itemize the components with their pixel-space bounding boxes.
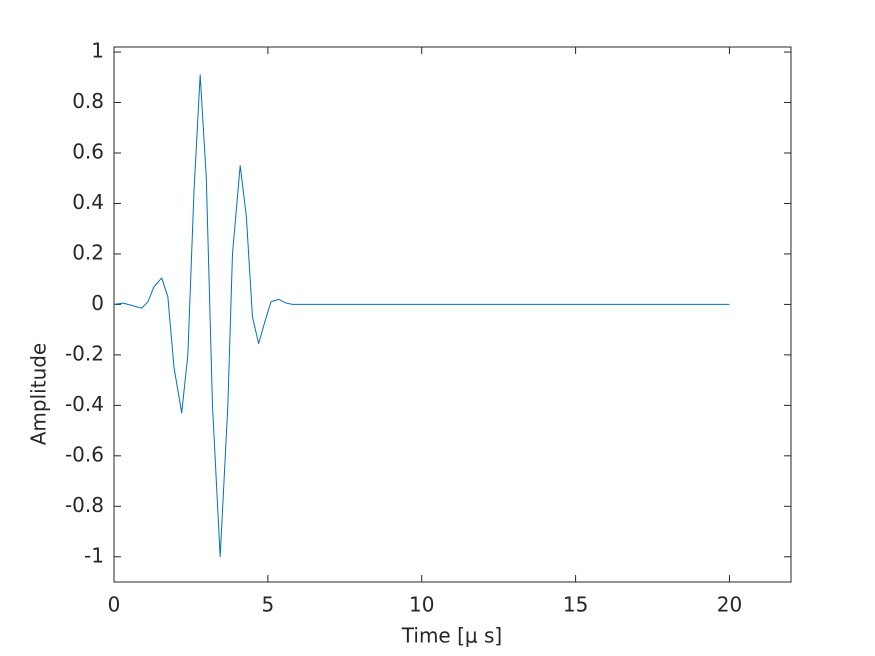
x-tick-label: 10 (409, 593, 434, 617)
x-axis-label: Time [μ s] (401, 624, 502, 648)
y-tick-label: -0.2 (65, 341, 104, 365)
x-tick-label: 20 (717, 593, 742, 617)
y-tick-label: -1 (84, 543, 104, 567)
y-tick-label: 0.2 (72, 240, 104, 264)
x-tick-label: 15 (563, 593, 588, 617)
x-tick-label: 5 (261, 593, 274, 617)
axes-box (113, 46, 792, 583)
y-axis-label: Amplitude (27, 343, 51, 446)
y-tick-label: 1 (91, 39, 104, 63)
y-tick-label: 0.4 (72, 190, 104, 214)
y-tick-label: 0 (91, 291, 104, 315)
data-line (113, 74, 730, 558)
y-tick-label: -0.8 (65, 493, 104, 517)
y-tick-label: -0.4 (65, 392, 104, 416)
y-tick-label: 0.6 (72, 139, 104, 163)
y-tick-label: 0.8 (72, 89, 104, 113)
y-tick-label: -0.6 (65, 442, 104, 466)
x-tick-label: 0 (108, 593, 121, 617)
